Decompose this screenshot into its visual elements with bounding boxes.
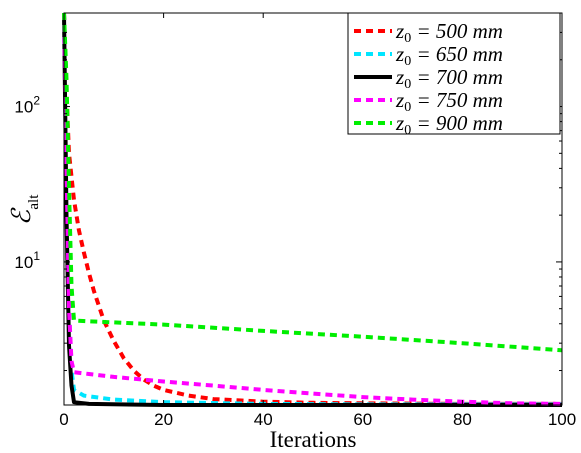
y-tick-label-0: 101 xyxy=(14,249,40,272)
x-tick-label-5: 100 xyxy=(548,410,576,429)
legend-box xyxy=(347,12,561,135)
series-line-4 xyxy=(62,12,563,353)
y-tick-label-1: 102 xyxy=(14,94,40,117)
plot-frame xyxy=(63,12,563,406)
series-line-3 xyxy=(62,12,563,406)
legend-label-4: z0 = 900 mm xyxy=(395,111,503,138)
x-tick-label-0: 0 xyxy=(59,410,68,429)
legend-label-1: z0 = 650 mm xyxy=(395,42,503,69)
x-axis-label: Iterations xyxy=(270,427,357,452)
svg-text:ℰalt: ℰalt xyxy=(7,194,42,226)
x-tick-label-3: 60 xyxy=(353,410,372,429)
x-tick-label-2: 40 xyxy=(254,410,273,429)
y-axis-label-sub: alt xyxy=(26,194,42,210)
y-axis-label-main: ℰ xyxy=(7,207,36,225)
legend-label-0: z0 = 500 mm xyxy=(395,19,503,46)
x-tick-label-1: 20 xyxy=(154,410,173,429)
legend-label-3: z0 = 750 mm xyxy=(395,88,503,115)
x-tick-label-4: 80 xyxy=(453,410,472,429)
y-axis-label: ℰalt xyxy=(7,194,42,226)
axis-tick-labels: 0 20 40 60 80 100 101 102 xyxy=(14,94,576,429)
legend-label-2: z0 = 700 mm xyxy=(395,65,503,92)
